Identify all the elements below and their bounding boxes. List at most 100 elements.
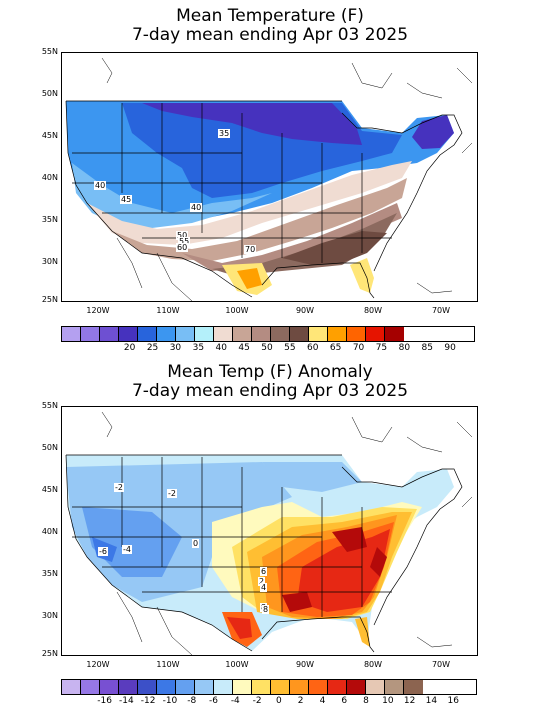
colorbar-swatch — [81, 680, 100, 694]
lat-label: 55N — [41, 47, 58, 56]
colorbar-swatch — [119, 680, 138, 694]
bottom-map-subtitle: 7-day mean ending Apr 03 2025 — [131, 381, 409, 401]
lon-label: 80W — [363, 660, 383, 669]
lat-label: 50N — [41, 89, 58, 98]
colorbar-label: 55 — [284, 343, 296, 353]
colorbar-swatch — [81, 327, 100, 341]
top-colorbar — [61, 326, 475, 342]
colorbar-label: 40 — [215, 343, 227, 353]
colorbar-swatch — [328, 680, 347, 694]
colorbar-label: 2 — [297, 696, 304, 706]
colorbar-swatch — [252, 680, 271, 694]
lon-label: 110W — [156, 306, 180, 315]
colorbar-label: 20 — [123, 343, 136, 353]
colorbar-swatch — [62, 327, 81, 341]
colorbar-label: 75 — [375, 343, 388, 353]
bottom-anomaly-map: -2-2-4-6024688 — [61, 406, 478, 656]
colorbar-label: -2 — [252, 696, 262, 706]
lon-label: 90W — [295, 660, 315, 669]
contour-label: 6 — [260, 567, 268, 576]
colorbar-label: -6 — [209, 696, 218, 706]
colorbar-swatch — [176, 327, 195, 341]
colorbar-label: -10 — [162, 696, 178, 706]
colorbar-label: 4 — [319, 696, 326, 706]
lat-label: 45N — [41, 485, 58, 494]
colorbar-swatch — [366, 327, 385, 341]
lon-label: 90W — [295, 306, 315, 315]
contour-label: -4 — [122, 545, 132, 554]
contour-label: 60 — [176, 243, 189, 252]
lat-label: 55N — [41, 401, 58, 410]
contour-label: 4 — [260, 583, 268, 592]
colorbar-swatch — [366, 680, 385, 694]
colorbar-label: 30 — [169, 343, 182, 353]
contour-label: 70 — [244, 245, 257, 254]
colorbar-swatch — [233, 680, 252, 694]
lon-label: 100W — [225, 660, 249, 669]
lat-label: 25N — [41, 649, 58, 658]
colorbar-label: 10 — [382, 696, 394, 706]
bottom-colorbar — [61, 679, 477, 695]
colorbar-swatch — [385, 327, 404, 341]
contour-label: 8 — [262, 605, 270, 614]
colorbar-label: 0 — [276, 696, 282, 706]
colorbar-swatch — [290, 327, 309, 341]
colorbar-swatch — [176, 680, 195, 694]
colorbar-swatch — [157, 327, 176, 341]
colorbar-swatch — [214, 680, 233, 694]
colorbar-label: 14 — [425, 696, 438, 706]
colorbar-label: 45 — [238, 343, 250, 353]
lon-label: 100W — [225, 306, 249, 315]
lat-label: 40N — [41, 527, 58, 536]
colorbar-swatch — [195, 680, 214, 694]
colorbar-swatch — [404, 680, 423, 694]
colorbar-label: 70 — [352, 343, 365, 353]
colorbar-swatch — [309, 327, 328, 341]
colorbar-label: 12 — [403, 696, 416, 706]
colorbar-label: -8 — [187, 696, 197, 706]
lon-label: 80W — [363, 306, 383, 315]
colorbar-swatch — [290, 680, 309, 694]
colorbar-label: 65 — [329, 343, 342, 353]
contour-label: -2 — [167, 489, 177, 498]
colorbar-label: -14 — [119, 696, 134, 706]
colorbar-swatch — [119, 327, 138, 341]
contour-label: -6 — [98, 547, 108, 556]
colorbar-swatch — [233, 327, 252, 341]
contour-label: 45 — [120, 195, 133, 204]
lon-label: 120W — [86, 306, 110, 315]
colorbar-label: -16 — [97, 696, 112, 706]
lat-label: 30N — [41, 611, 58, 620]
bottom-map-neighbors — [101, 411, 473, 655]
top-map-neighbors — [101, 57, 473, 301]
colorbar-swatch — [309, 680, 328, 694]
lat-label: 30N — [41, 257, 58, 266]
colorbar-swatch — [62, 680, 81, 694]
colorbar-label: 8 — [363, 696, 369, 706]
colorbar-swatch — [138, 680, 157, 694]
colorbar-swatch — [271, 327, 290, 341]
colorbar-swatch — [138, 327, 157, 341]
lat-label: 40N — [41, 173, 58, 182]
top-map-svg — [65, 57, 473, 301]
bottom-map-title: Mean Temp (F) Anomaly — [167, 362, 373, 382]
colorbar-label: 90 — [444, 343, 456, 353]
lat-label: 25N — [41, 295, 58, 304]
colorbar-label: 60 — [307, 343, 319, 353]
colorbar-label: 85 — [421, 343, 433, 353]
top-map-subtitle: 7-day mean ending Apr 03 2025 — [131, 25, 409, 45]
top-map-title: Mean Temperature (F) — [176, 6, 364, 26]
colorbar-label: -4 — [230, 696, 240, 706]
lon-label: 110W — [156, 660, 180, 669]
colorbar-label: 25 — [146, 343, 159, 353]
bottom-map-boundaries — [65, 454, 463, 653]
colorbar-label: 50 — [261, 343, 273, 353]
lat-label: 35N — [41, 569, 58, 578]
colorbar-swatch — [214, 327, 233, 341]
contour-label: 40 — [94, 181, 107, 190]
bottom-map-svg — [65, 411, 473, 655]
contour-label: 50 — [176, 231, 189, 240]
contour-label: 2 — [258, 577, 266, 586]
colorbar-swatch — [195, 327, 214, 341]
top-map-boundaries — [65, 100, 463, 299]
